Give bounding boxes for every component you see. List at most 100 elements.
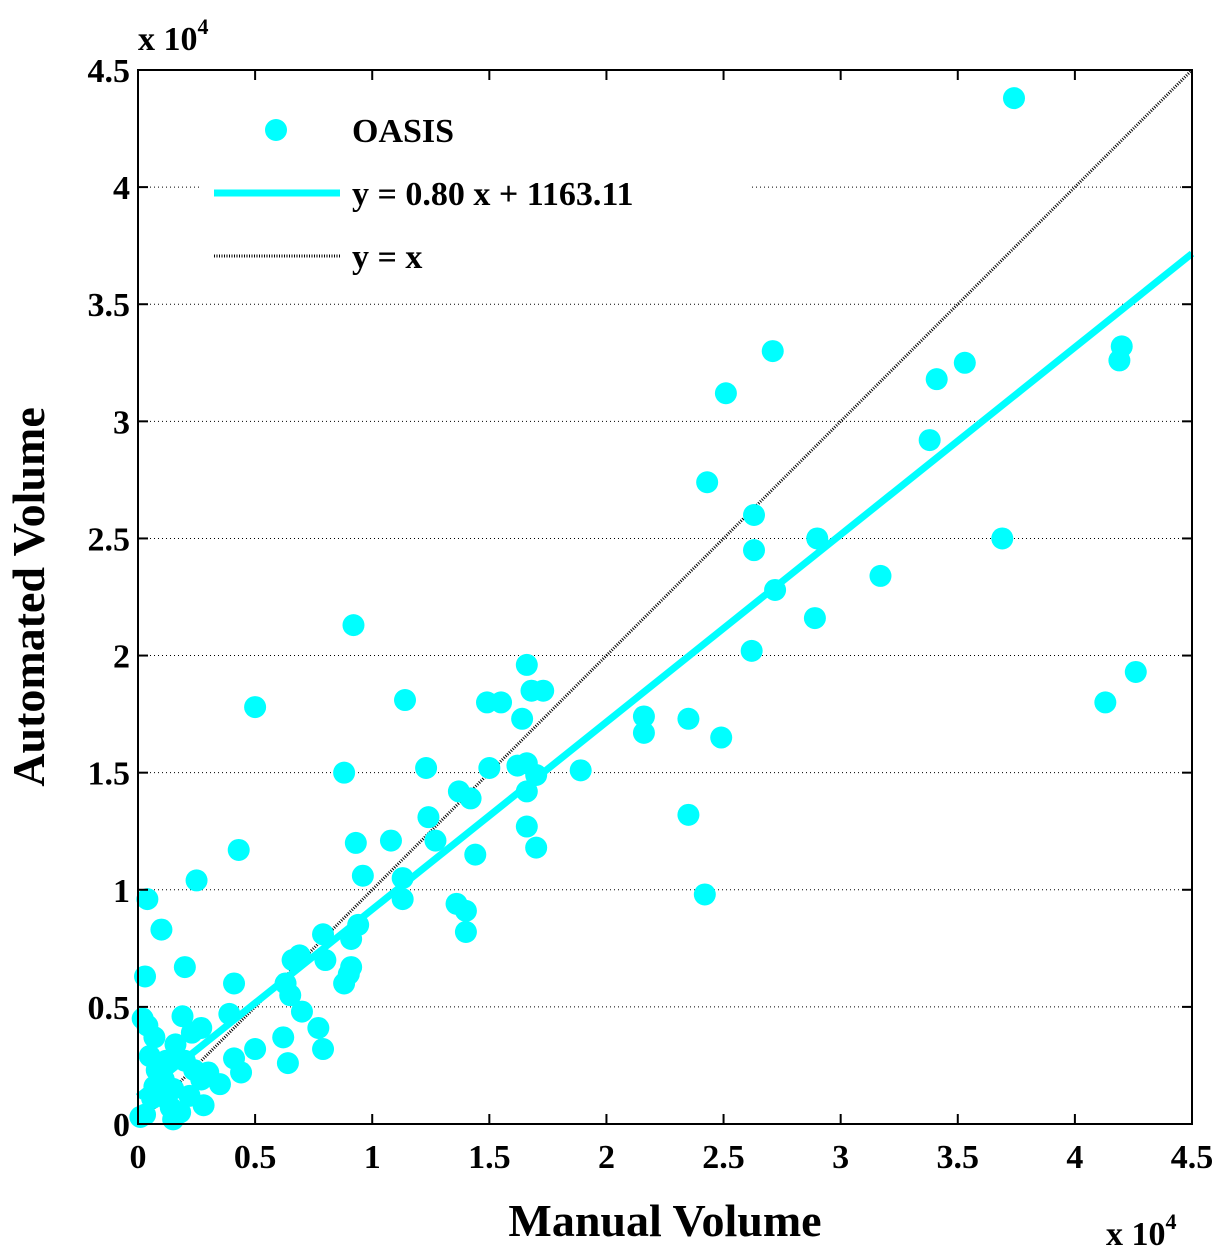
data-point [333, 972, 356, 995]
data-point [478, 756, 501, 779]
legend-label: OASIS [352, 113, 454, 150]
axis-labels: 00 0.5 0.5 1 1 1.5 1.5 2 2 2.5 2.5 3 3 3.5 3.5 4 4 4.5 4.5 [88, 53, 1214, 1176]
data-point [312, 923, 335, 946]
data-point [761, 340, 784, 363]
data-point [525, 836, 548, 859]
data-point [288, 944, 311, 967]
data-point [379, 829, 402, 852]
y-tick-label: 1.5 [88, 756, 131, 793]
fit-line-layer [135, 250, 1195, 1100]
data-point [743, 504, 766, 527]
data-point [136, 888, 159, 911]
data-point [632, 705, 655, 728]
data-point [351, 864, 374, 887]
data-point [424, 829, 447, 852]
data-point [150, 1056, 173, 1079]
y-tick-label: 3 [113, 404, 130, 441]
data-point [803, 607, 826, 630]
data-point [806, 527, 829, 550]
data-point [991, 527, 1014, 550]
data-point [454, 920, 477, 943]
legend-label: y = 0.80 x + 1163.11 [352, 176, 634, 213]
identity-line [136, 68, 1194, 1126]
data-point [417, 806, 440, 829]
data-point [515, 653, 538, 676]
data-point [314, 949, 337, 972]
data-point [925, 368, 948, 391]
data-point [525, 764, 548, 787]
axis-ticks [137, 69, 1193, 1125]
data-point [312, 1038, 335, 1061]
y-tick-label: 0 [113, 1107, 130, 1144]
data-point [710, 726, 733, 749]
data-point [569, 759, 592, 782]
x-tick-label: 0 [130, 1139, 147, 1176]
data-point [272, 1026, 295, 1049]
data-point [475, 691, 498, 714]
data-point [185, 869, 208, 892]
y-axis-multiplier: x 104 [138, 14, 209, 58]
data-point [134, 965, 157, 988]
data-point [150, 918, 173, 941]
data-point [632, 721, 655, 744]
data-point [340, 927, 363, 950]
data-point [342, 614, 365, 637]
data-point [391, 867, 414, 890]
data-point [394, 689, 417, 712]
data-point [244, 1038, 267, 1061]
data-point [307, 1016, 330, 1039]
data-point [953, 351, 976, 374]
data-point [230, 1061, 253, 1084]
fit-line [135, 250, 1195, 1100]
data-point [143, 1026, 166, 1049]
legend-marker-oasis [265, 119, 287, 141]
data-point [918, 429, 941, 452]
data-point [1094, 691, 1117, 714]
data-point [141, 1087, 164, 1110]
data-point [869, 564, 892, 587]
data-point [169, 1101, 192, 1124]
x-tick-label: 0.5 [234, 1139, 277, 1176]
data-point [1108, 349, 1131, 372]
y-axis-title: Automated Volume [3, 407, 54, 787]
data-point [677, 803, 700, 826]
data-point [391, 888, 414, 911]
data-point [178, 1084, 201, 1107]
y-tick-label: 2.5 [88, 521, 131, 558]
data-point [1124, 660, 1147, 683]
y-multiplier-base: x 10 [138, 21, 198, 58]
data-point [714, 382, 737, 405]
legend: OASIS y = 0.80 x + 1163.11 y = x [214, 113, 634, 276]
data-point [743, 539, 766, 562]
data-point [415, 756, 438, 779]
grid-lines [138, 186, 1192, 1008]
data-point [218, 1002, 241, 1025]
data-point [677, 707, 700, 730]
y-tick-label: 0.5 [88, 990, 131, 1027]
y-tick-label: 3.5 [88, 287, 131, 324]
data-point [180, 1021, 203, 1044]
y-tick-label: 1 [113, 873, 130, 910]
x-tick-label: 4.5 [1171, 1139, 1214, 1176]
x-tick-label: 3 [832, 1139, 849, 1176]
data-point [171, 1005, 194, 1028]
identity-line-layer [136, 68, 1194, 1126]
y-tick-label: 4.5 [88, 53, 131, 90]
x-multiplier-exponent: 4 [1166, 1209, 1177, 1234]
x-tick-label: 2 [598, 1139, 615, 1176]
data-point [197, 1061, 220, 1084]
data-point [1002, 87, 1025, 110]
data-point [764, 578, 787, 601]
data-point [173, 956, 196, 979]
data-point [740, 639, 763, 662]
data-point [693, 883, 716, 906]
data-point [515, 780, 538, 803]
data-point [511, 707, 534, 730]
x-tick-label: 4 [1066, 1139, 1083, 1176]
data-point [454, 899, 477, 922]
x-axis-title: Manual Volume [508, 1195, 821, 1246]
x-tick-label: 3.5 [937, 1139, 980, 1176]
data-point [696, 471, 719, 494]
